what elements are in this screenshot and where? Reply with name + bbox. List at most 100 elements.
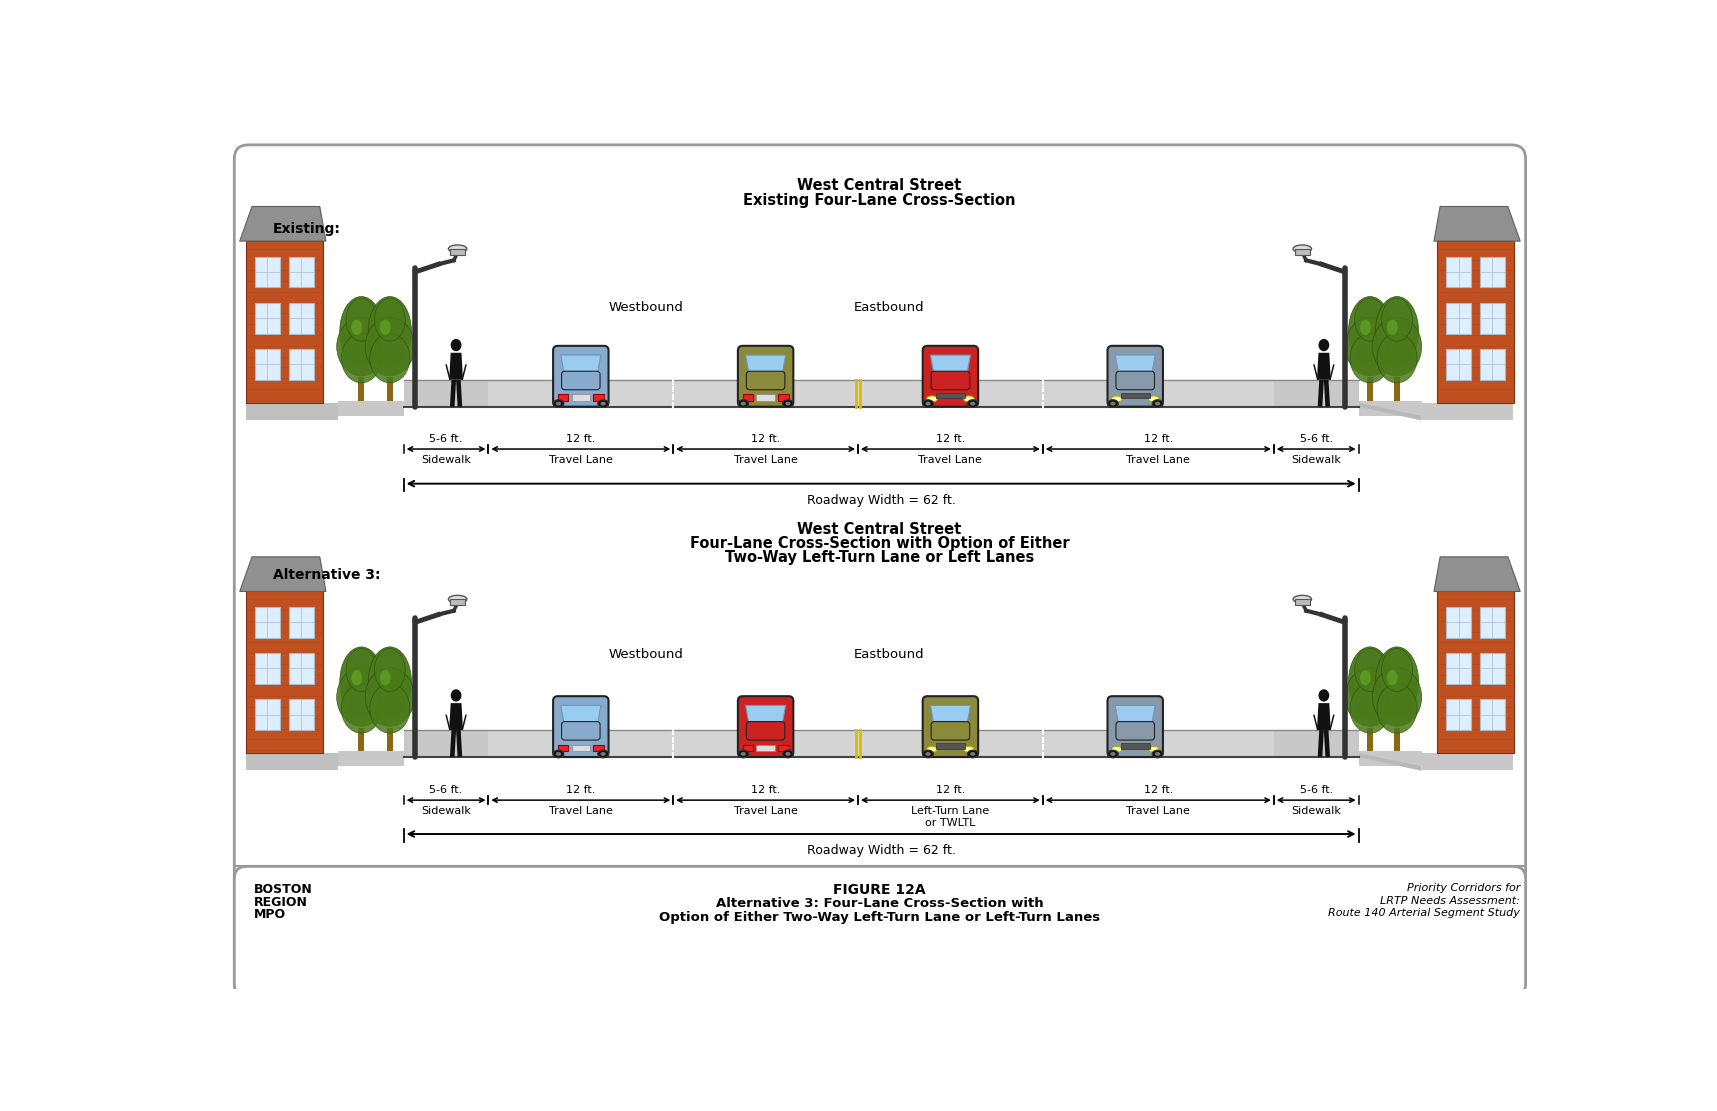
Ellipse shape — [1382, 649, 1413, 691]
Ellipse shape — [1375, 647, 1418, 717]
Bar — [592, 394, 604, 400]
Bar — [1274, 380, 1358, 407]
Bar — [1480, 607, 1504, 638]
Ellipse shape — [556, 402, 561, 406]
Bar — [1358, 751, 1422, 767]
Ellipse shape — [337, 318, 386, 376]
Ellipse shape — [963, 396, 974, 402]
Bar — [1446, 699, 1471, 730]
Bar — [1422, 403, 1513, 420]
Bar — [288, 302, 314, 333]
Bar — [1446, 302, 1471, 333]
Text: 12 ft.: 12 ft. — [567, 784, 596, 794]
Text: BOSTON: BOSTON — [254, 883, 312, 897]
Text: West Central Street: West Central Street — [797, 522, 962, 538]
FancyBboxPatch shape — [1116, 371, 1154, 390]
Bar — [288, 257, 314, 288]
Text: Route 140 Arterial Segment Study: Route 140 Arterial Segment Study — [1329, 908, 1520, 918]
Bar — [403, 730, 1358, 757]
Bar — [757, 744, 774, 751]
Ellipse shape — [450, 339, 462, 351]
Ellipse shape — [738, 400, 749, 408]
Text: Four-Lane Cross-Section with Option of Either: Four-Lane Cross-Section with Option of E… — [690, 536, 1070, 551]
Text: 12 ft.: 12 ft. — [750, 784, 780, 794]
Bar — [1367, 378, 1374, 400]
Polygon shape — [450, 353, 464, 380]
Bar — [1480, 349, 1504, 380]
Bar — [936, 393, 965, 398]
Ellipse shape — [1149, 747, 1159, 752]
Ellipse shape — [369, 333, 410, 383]
Ellipse shape — [1348, 647, 1391, 717]
Bar — [936, 743, 965, 749]
FancyBboxPatch shape — [747, 722, 785, 740]
FancyBboxPatch shape — [234, 867, 1526, 997]
FancyBboxPatch shape — [561, 722, 599, 740]
Text: Travel Lane: Travel Lane — [733, 807, 798, 817]
Bar — [403, 730, 488, 757]
Bar — [386, 728, 393, 751]
Text: Sidewalk: Sidewalk — [1291, 456, 1341, 466]
Ellipse shape — [1107, 400, 1118, 408]
Text: 12 ft.: 12 ft. — [1144, 784, 1173, 794]
Ellipse shape — [352, 320, 362, 336]
Ellipse shape — [927, 747, 937, 752]
Polygon shape — [1324, 730, 1331, 757]
Bar — [1295, 249, 1310, 256]
Ellipse shape — [925, 752, 931, 755]
Polygon shape — [1317, 380, 1324, 407]
Text: Travel Lane: Travel Lane — [919, 456, 982, 466]
Ellipse shape — [345, 649, 376, 691]
Ellipse shape — [340, 297, 383, 366]
Text: 5-6 ft.: 5-6 ft. — [429, 433, 462, 443]
Text: Travel Lane: Travel Lane — [549, 807, 613, 817]
Bar — [572, 394, 591, 400]
Ellipse shape — [963, 747, 974, 752]
Ellipse shape — [374, 649, 405, 691]
Ellipse shape — [1372, 668, 1422, 727]
Polygon shape — [1358, 753, 1422, 771]
Polygon shape — [457, 730, 462, 757]
Ellipse shape — [448, 244, 467, 252]
Text: Alternative 3: Four-Lane Cross-Section with: Alternative 3: Four-Lane Cross-Section w… — [716, 898, 1044, 910]
Ellipse shape — [1350, 333, 1391, 383]
Text: 12 ft.: 12 ft. — [936, 784, 965, 794]
Ellipse shape — [1348, 297, 1391, 366]
Text: Priority Corridors for: Priority Corridors for — [1406, 883, 1520, 893]
Polygon shape — [1358, 403, 1422, 421]
Polygon shape — [240, 207, 326, 241]
Ellipse shape — [366, 318, 414, 376]
Ellipse shape — [1319, 689, 1329, 701]
FancyBboxPatch shape — [553, 346, 608, 407]
Ellipse shape — [352, 670, 362, 685]
Ellipse shape — [925, 402, 931, 406]
Text: Travel Lane: Travel Lane — [1126, 456, 1190, 466]
Bar — [256, 699, 280, 730]
Text: Sidewalk: Sidewalk — [421, 456, 470, 466]
Ellipse shape — [1355, 298, 1386, 341]
Text: Roadway Width = 62 ft.: Roadway Width = 62 ft. — [807, 844, 956, 857]
Ellipse shape — [1156, 752, 1161, 755]
Ellipse shape — [448, 595, 467, 603]
Bar — [1480, 699, 1504, 730]
Bar — [256, 607, 280, 638]
Polygon shape — [450, 380, 457, 407]
Ellipse shape — [1355, 649, 1386, 691]
Polygon shape — [1314, 364, 1319, 380]
Ellipse shape — [1293, 244, 1312, 252]
Ellipse shape — [1319, 339, 1329, 351]
Bar — [288, 699, 314, 730]
FancyBboxPatch shape — [553, 697, 608, 757]
Ellipse shape — [556, 752, 561, 755]
Ellipse shape — [1293, 595, 1312, 603]
Bar — [592, 744, 604, 751]
Ellipse shape — [601, 752, 606, 755]
Ellipse shape — [740, 752, 745, 755]
Ellipse shape — [783, 400, 793, 408]
Bar — [256, 349, 280, 380]
Text: Option of Either Two-Way Left-Turn Lane or Left-Turn Lanes: Option of Either Two-Way Left-Turn Lane … — [659, 911, 1101, 924]
Polygon shape — [450, 703, 464, 730]
Bar — [256, 257, 280, 288]
Ellipse shape — [379, 670, 391, 685]
Ellipse shape — [922, 750, 934, 758]
